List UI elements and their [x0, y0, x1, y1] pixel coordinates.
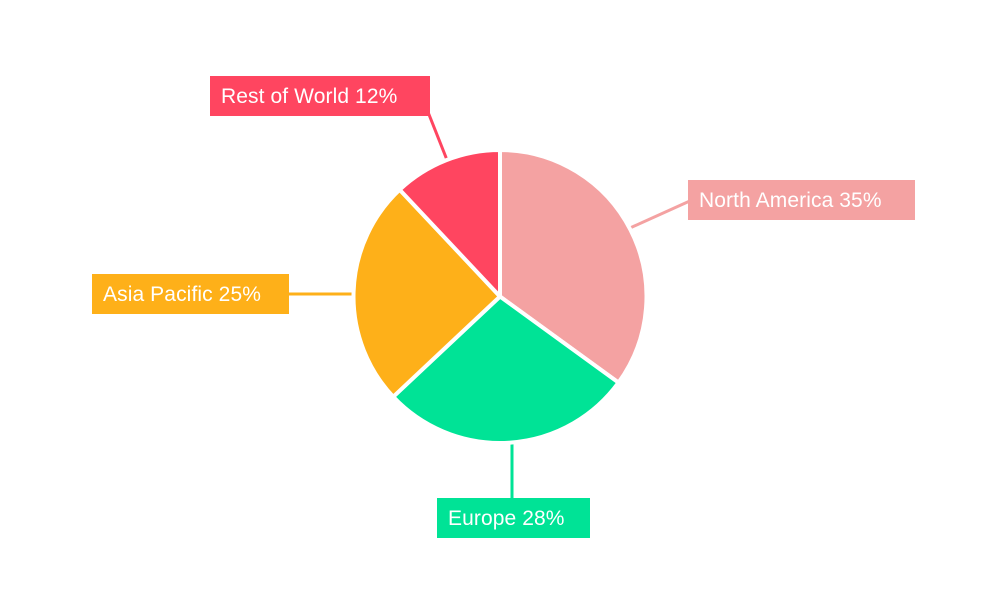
- leader-line-north-america: [629, 198, 693, 230]
- data-label-north-america[interactable]: North America 35%: [688, 180, 915, 220]
- data-label-asia-pacific-text: Asia Pacific 25%: [103, 282, 262, 306]
- pie-slice-rest-of-world[interactable]: [397, 148, 502, 299]
- pie-slice-asia-pacific[interactable]: [351, 187, 502, 399]
- data-label-rest-of-world[interactable]: Rest of World 12%: [210, 76, 430, 116]
- pie-slice-europe[interactable]: [391, 294, 621, 445]
- data-label-asia-pacific[interactable]: Asia Pacific 25%: [92, 274, 289, 314]
- data-label-europe[interactable]: Europe 28%: [437, 498, 590, 538]
- data-label-rest-of-world-text: Rest of World 12%: [221, 84, 398, 108]
- data-label-north-america-text: North America 35%: [699, 188, 882, 212]
- pie-slice-north-america[interactable]: [498, 148, 649, 385]
- data-label-europe-text: Europe 28%: [448, 506, 565, 530]
- leader-line-rest-of-world: [426, 111, 451, 166]
- pie-slices: [351, 148, 649, 445]
